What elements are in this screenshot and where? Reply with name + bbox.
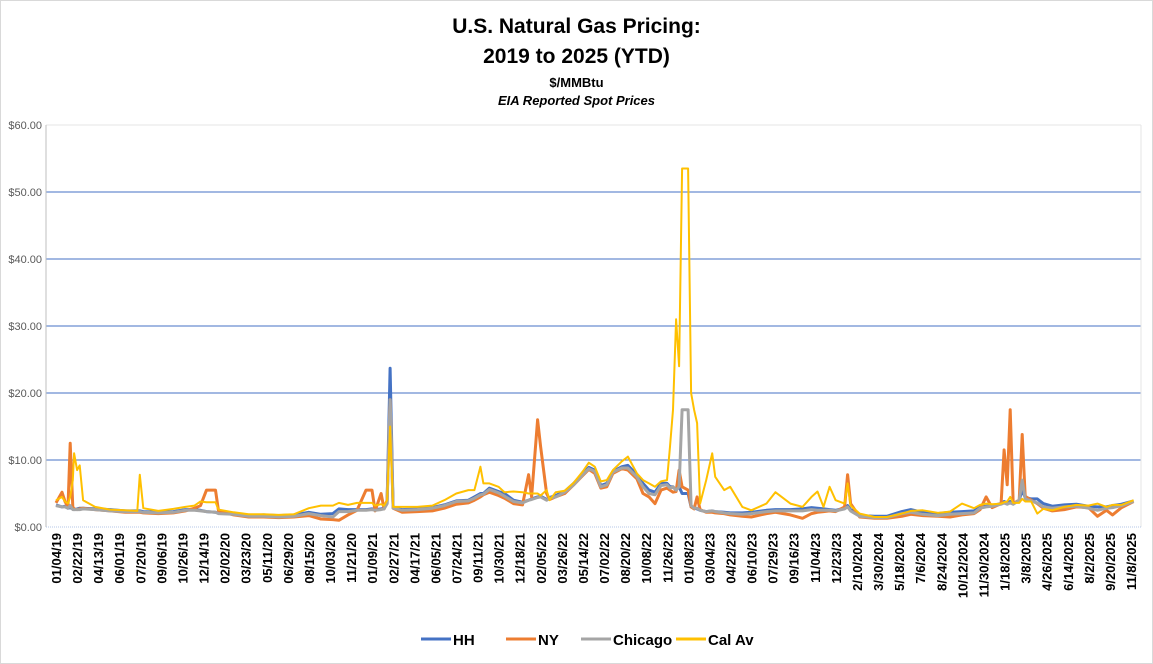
legend-label: Cal Av (708, 632, 754, 649)
x-tick-label: 06/29/20 (281, 533, 296, 584)
x-tick-label: 09/11/21 (471, 533, 486, 583)
y-tick-label: $30.00 (8, 321, 42, 333)
series-line-chicago (55, 398, 1135, 520)
x-tick-label: 06/05/21 (428, 533, 443, 584)
series-line-hh (55, 366, 1134, 518)
x-tick-label: 03/23/20 (239, 533, 254, 584)
x-tick-label: 04/17/21 (407, 533, 422, 584)
x-tick-label: 10/26/19 (175, 533, 190, 584)
y-tick-label: $0.00 (14, 522, 42, 534)
x-tick-label: 7/6/2024 (913, 532, 928, 583)
x-tick-label: 02/02/20 (218, 533, 233, 584)
chart-subtitle-source: EIA Reported Spot Prices (498, 93, 655, 108)
x-tick-label: 11/8/2025 (1124, 533, 1139, 590)
x-tick-label: 11/21/20 (344, 533, 359, 583)
x-tick-label: 07/20/19 (133, 533, 148, 584)
x-tick-label: 9/20/2025 (1103, 533, 1118, 591)
x-tick-label: 12/18/21 (513, 533, 528, 584)
x-tick-label: 10/30/21 (492, 533, 507, 584)
x-tick-label: 11/30/2024 (976, 532, 991, 597)
x-tick-label: 1/18/2025 (998, 533, 1013, 591)
x-tick-label: 3/30/2024 (871, 532, 886, 591)
x-tick-label: 08/15/20 (302, 533, 317, 584)
legend-label: HH (453, 632, 475, 649)
x-tick-label: 01/08/23 (681, 533, 696, 584)
x-tick-label: 07/24/21 (449, 533, 464, 584)
x-tick-label: 10/03/20 (323, 533, 338, 584)
x-tick-label: 11/26/22 (660, 533, 675, 583)
x-tick-label: 12/23/23 (829, 533, 844, 584)
x-tick-label: 04/22/23 (724, 533, 739, 584)
y-tick-label: $10.00 (8, 455, 42, 467)
x-tick-label: 09/16/23 (787, 533, 802, 584)
y-tick-label: $40.00 (8, 254, 42, 266)
series-line-cal-av (55, 167, 1134, 518)
x-tick-label: 11/04/23 (808, 533, 823, 583)
x-tick-label: 4/26/2025 (1040, 533, 1055, 591)
y-tick-label: $20.00 (8, 388, 42, 400)
x-tick-label: 02/05/22 (534, 533, 549, 584)
x-tick-label: 04/13/19 (91, 533, 106, 584)
x-tick-label: 06/01/19 (112, 533, 127, 584)
x-tick-label: 8/2/2025 (1082, 533, 1097, 584)
chart-title: U.S. Natural Gas Pricing: (452, 15, 701, 38)
x-tick-label: 06/10/23 (745, 533, 760, 584)
x-tick-label: 07/29/23 (766, 533, 781, 584)
x-tick-label: 6/14/2025 (1061, 533, 1076, 591)
x-tick-label: 05/11/20 (260, 533, 275, 583)
y-tick-label: $50.00 (8, 187, 42, 199)
x-tick-label: 08/20/22 (618, 533, 633, 584)
x-tick-label: 5/18/2024 (892, 532, 907, 591)
legend-label: Chicago (613, 632, 672, 649)
x-tick-label: 2/10/2024 (850, 532, 865, 591)
x-tick-label: 01/09/21 (365, 533, 380, 584)
x-tick-label: 01/04/19 (49, 533, 64, 584)
chart-title-line2: 2019 to 2025 (YTD) (483, 45, 670, 68)
x-tick-label: 10/08/22 (639, 533, 654, 584)
x-tick-label: 8/24/2024 (934, 532, 949, 591)
x-tick-label: 05/14/22 (576, 533, 591, 584)
x-tick-label: 07/02/22 (597, 533, 612, 584)
x-tick-label: 03/04/23 (702, 533, 717, 584)
legend-label: NY (538, 632, 559, 649)
x-tick-label: 3/8/2025 (1019, 533, 1034, 584)
y-tick-label: $60.00 (8, 120, 42, 132)
x-tick-label: 02/27/21 (386, 533, 401, 584)
x-tick-label: 03/26/22 (555, 533, 570, 584)
x-tick-label: 10/12/2024 (955, 532, 970, 598)
x-tick-label: 02/22/19 (70, 533, 85, 584)
x-tick-label: 12/14/19 (197, 533, 212, 584)
chart-subtitle-units: $/MMBtu (549, 75, 604, 90)
x-tick-label: 09/06/19 (154, 533, 169, 584)
